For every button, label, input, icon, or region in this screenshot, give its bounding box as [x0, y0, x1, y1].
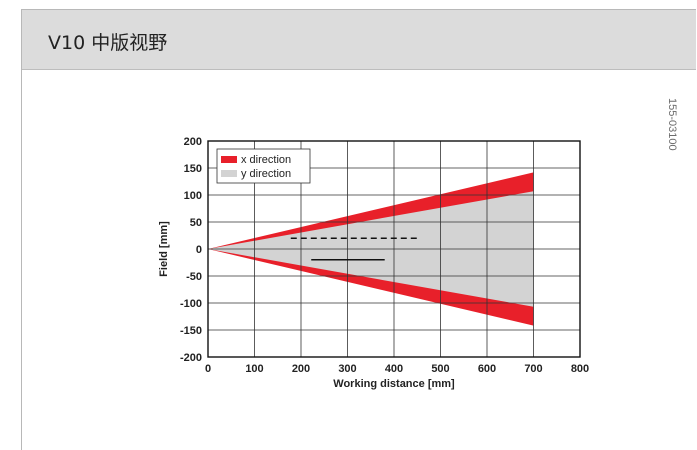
x-tick-label: 400 [385, 363, 403, 375]
x-tick-label: 600 [478, 363, 496, 375]
x-tick-label: 800 [571, 363, 589, 375]
x-tick-label: 100 [245, 363, 263, 375]
y-tick-label: 0 [196, 244, 202, 256]
x-tick-label: 300 [338, 363, 356, 375]
y-tick-label: -150 [180, 325, 202, 337]
y-tick-label: -50 [186, 271, 202, 283]
x-axis-label: Working distance [mm] [333, 378, 455, 390]
annotation-layer [290, 237, 420, 261]
x-tick-label: 200 [292, 363, 310, 375]
y-tick-label: -100 [180, 298, 202, 310]
legend-swatch-2 [221, 170, 237, 177]
y-axis-label: Field [mm] [158, 221, 170, 277]
y-tick-label: -200 [180, 352, 202, 364]
x-tick-label: 700 [524, 363, 542, 375]
legend-box [216, 148, 311, 184]
plot-border [207, 140, 581, 358]
y-tick-label: 100 [184, 190, 202, 202]
figure-card: V10 中版视野 [21, 9, 696, 450]
legend-swatch-1 [221, 156, 237, 163]
x-tick-label: 0 [205, 363, 211, 375]
plot-frame [207, 140, 581, 358]
x-tick-label: 500 [431, 363, 449, 375]
y-tick-label: 150 [184, 163, 202, 175]
y-tick-label: 50 [190, 217, 202, 229]
figure-header: V10 中版视野 [22, 10, 696, 70]
page-title: V10 中版视野 [48, 32, 168, 54]
legend-label-2: y direction [241, 168, 291, 180]
legend-label-1: x direction [241, 154, 291, 166]
legend: x direction y direction [216, 148, 311, 184]
tick-labels: 0 100 200 300 400 500 600 700 800200150100500-50… [180, 136, 589, 375]
y-tick-label: 200 [184, 136, 202, 148]
